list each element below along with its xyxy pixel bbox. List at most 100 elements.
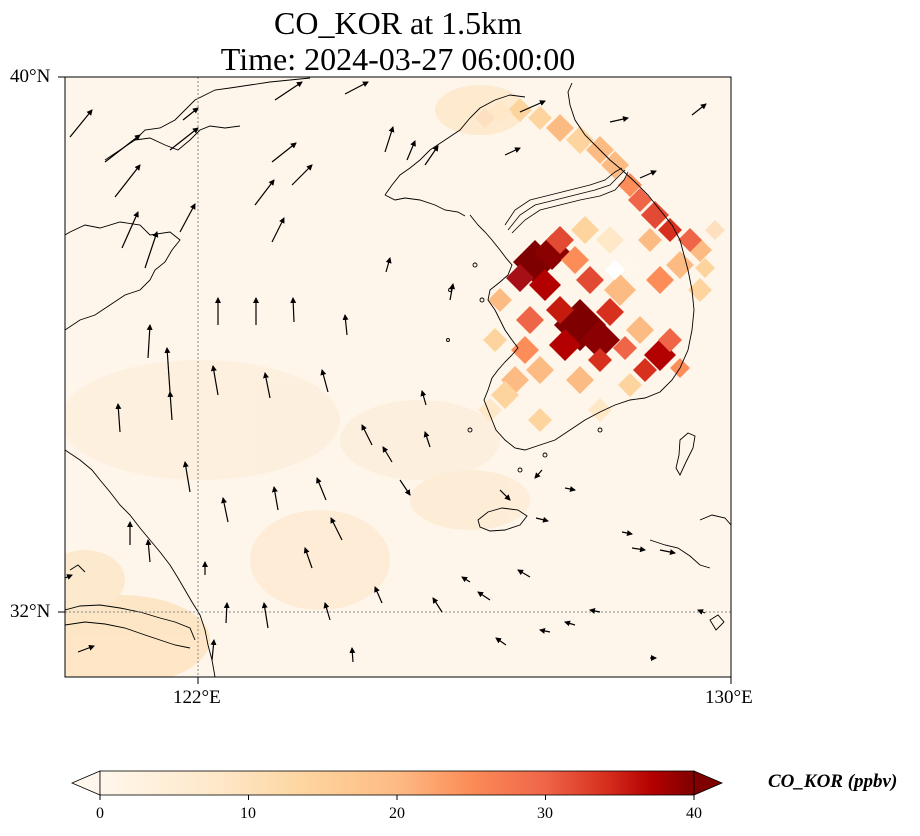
concentration-cell [561,246,589,274]
wind-arrow [461,576,471,583]
wind-arrow [449,283,456,301]
concentration-cell [596,298,624,326]
colorbar-tick-0: 0 [96,805,104,822]
concentration-cell [705,220,725,240]
map-frame [64,76,732,678]
concentration-cell [566,366,594,394]
concentration-cell [529,269,561,301]
concentration-cell [508,98,532,122]
wind-arrow [631,546,646,553]
wind-arrow [639,170,657,179]
wind-arrow [519,100,546,113]
lat-tick-label-32: 32°N [10,601,51,622]
concentration-cell [633,358,657,382]
concentration-cell [618,373,642,397]
wind-arrow [697,609,706,615]
concentration-cell [483,328,507,352]
faint-plume-field [65,85,530,677]
concentration-cell [604,274,636,306]
lon-tick-label-130: 130°E [705,687,753,708]
wind-arrow [77,644,95,653]
colorbar-gradient [99,770,695,796]
concentration-cell [688,278,712,302]
wind-arrow [115,403,122,433]
wind-arrow [432,597,443,613]
wind-arrow [399,479,411,496]
wind-arrow [564,486,576,492]
concentration-cell [478,398,502,422]
wind-arrow [535,516,549,523]
concentration-cell [528,106,552,130]
concentration-cell [546,226,574,254]
wind-arrow [263,372,271,399]
wind-arrow [330,517,343,541]
colorbar-tick-40: 40 [686,805,702,822]
wind-arrow [114,164,141,198]
wind-arrow [691,103,707,116]
concentration-cell [580,320,620,360]
wind-arrow [271,217,285,243]
wind-arrow [164,347,171,393]
axis-ticks [58,76,732,684]
concentration-cell [588,348,612,372]
concentration-cell [695,258,715,278]
wind-arrow [146,324,153,359]
wind-arrow [406,140,416,161]
wind-arrow [223,602,230,624]
wind-arrow [659,549,676,555]
concentration-cell [641,201,669,229]
colorbar [70,770,724,800]
colorbar-label: CO_KOR (ppbv) [768,771,898,792]
wind-arrow [385,257,392,273]
concentration-cell [475,108,495,128]
concentration-cell [678,228,702,252]
map-subtitle-time: Time: 2024-03-27 06:00:00 [220,41,576,77]
concentration-cell [576,266,604,294]
wind-arrow [423,431,431,448]
wind-arrow [621,530,633,536]
wind-arrow [342,314,349,336]
co-concentration-field [475,98,725,432]
wind-arrow [182,461,191,493]
wind-arrow [477,591,491,601]
concentration-cell [546,296,574,324]
wind-arrow [323,602,331,621]
wind-arrow [316,477,327,501]
concentration-cell [516,306,544,334]
wind-arrow [344,81,369,95]
wind-arrow [382,446,393,463]
concentration-cell [491,381,519,409]
wind-arrow [69,109,93,138]
wind-arrow [144,231,159,269]
wind-arrow [271,142,297,163]
wind-arrow [274,81,303,101]
wind-arrow [261,602,269,629]
concentration-cell [488,288,512,312]
concentration-cell [596,226,624,254]
wind-arrow [210,639,217,661]
wind-arrow [179,203,196,233]
colorbar-tick-10: 10 [240,805,256,822]
wind-vectors [65,81,707,663]
concentration-cell [620,255,640,275]
concentration-cell [628,188,652,212]
map-title: CO_KOR at 1.5km [274,5,522,41]
colorbar-tick-20: 20 [389,805,405,822]
wind-arrow [424,145,439,166]
colorbar-tick-30: 30 [537,805,553,822]
wind-arrow [609,116,629,123]
wind-arrow [374,586,383,604]
concentration-cell [618,173,642,197]
concentration-cell [666,251,694,279]
wind-arrow [254,179,275,206]
wind-arrow [361,424,373,446]
wind-arrow [290,297,297,323]
wind-arrow [145,539,152,563]
wind-arrow [65,574,73,580]
concentration-cell [549,329,581,361]
wind-arrow [320,369,329,393]
wind-arrow [303,547,313,569]
concentration-cell [571,216,599,244]
colorbar-extend-high [693,770,724,796]
concentration-cell [658,328,682,352]
